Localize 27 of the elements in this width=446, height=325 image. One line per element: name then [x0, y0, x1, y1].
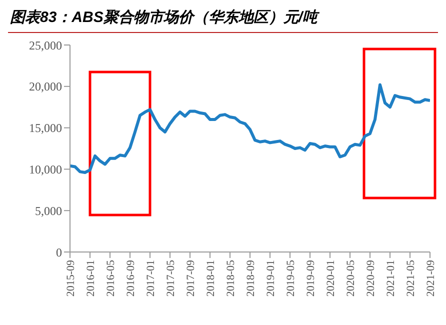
x-tick-label: 2018-09 [244, 260, 257, 297]
x-tick-label: 2019-01 [264, 260, 277, 297]
x-tick-label: 2018-05 [224, 260, 237, 297]
x-tick-label: 2015-09 [64, 260, 77, 297]
x-tick-label: 2021-09 [424, 260, 437, 297]
x-tick-label: 2020-09 [364, 260, 377, 297]
x-tick-label: 2016-05 [104, 260, 117, 297]
chart-title: 图表83：ABS聚合物市场价（华东地区）元/吨 [8, 8, 438, 33]
y-tick-label: 25,000 [29, 38, 62, 52]
x-tick-label: 2021-01 [384, 260, 397, 297]
line-series [70, 83, 430, 174]
x-tick-label: 2017-09 [184, 260, 197, 297]
y-tick-label: 20,000 [29, 80, 62, 94]
x-tick-label: 2019-05 [284, 260, 297, 297]
x-tick-label: 2021-05 [404, 260, 417, 297]
x-tick-label: 2017-05 [164, 260, 177, 297]
y-tick-label: 10,000 [29, 162, 62, 176]
x-tick-label: 2020-05 [344, 260, 357, 297]
x-tick-label: 2017-01 [144, 260, 157, 297]
y-tick-label: 5,000 [35, 204, 62, 218]
y-tick-label: 0 [56, 245, 62, 260]
x-tick-label: 2018-01 [204, 260, 217, 297]
x-tick-label: 2016-09 [124, 260, 137, 297]
x-tick-label: 2016-01 [84, 260, 97, 297]
y-tick-label: 15,000 [29, 121, 62, 136]
x-tick-label: 2020-01 [324, 260, 337, 297]
x-tick-label: 2019-09 [304, 260, 317, 297]
